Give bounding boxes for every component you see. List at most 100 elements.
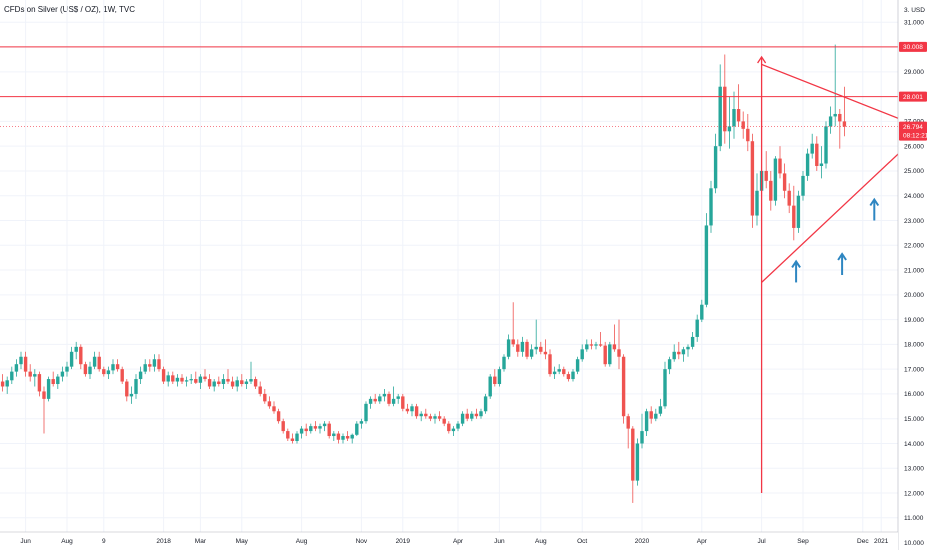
candle-body: [207, 379, 212, 387]
candle-body: [138, 371, 143, 380]
candle-body: [603, 345, 607, 365]
candle-body: [249, 379, 253, 382]
candle-body: [272, 406, 276, 412]
candle-body: [97, 356, 101, 370]
y-tick-label: 26.000: [904, 143, 924, 150]
candle-body: [336, 433, 341, 440]
y-tick-label: 14.000: [904, 441, 924, 448]
candle-body: [516, 344, 520, 352]
y-tick-label: 25.000: [904, 168, 924, 175]
candle-body: [833, 113, 837, 117]
candle-body: [442, 418, 446, 424]
candle-body: [562, 369, 566, 375]
x-tick-label: Nov: [356, 538, 368, 545]
level-badge-label: 28.001: [903, 94, 923, 101]
candle-body: [644, 411, 649, 432]
candle-body: [79, 346, 83, 365]
candle-body: [460, 413, 465, 424]
y-tick-label: 22.000: [904, 243, 924, 250]
candle-body: [631, 428, 635, 481]
candle-body: [290, 438, 295, 441]
candle-body: [23, 356, 28, 372]
candle-body: [608, 344, 612, 365]
candle-body: [769, 180, 773, 201]
candle-body: [309, 426, 313, 432]
candle-body: [341, 436, 345, 440]
candle-body: [805, 153, 810, 176]
candle-body: [548, 354, 552, 375]
candle-body: [299, 428, 304, 434]
candle-body: [819, 163, 824, 166]
candle-body: [322, 423, 327, 427]
candle-body: [437, 416, 442, 419]
chart-title: CFDs on Silver (US$ / OZ), 1W, TVC: [4, 5, 135, 14]
candle-body: [396, 396, 400, 399]
candle-body: [368, 398, 373, 404]
x-tick-label: Jun: [494, 538, 505, 545]
candle-body: [746, 128, 750, 142]
time-axis-bg[interactable]: [0, 532, 898, 550]
candle-body: [175, 377, 180, 382]
x-tick-label: Sep: [797, 538, 809, 545]
candle-body: [313, 426, 318, 429]
candle-body: [525, 341, 529, 357]
candle-body: [571, 371, 575, 380]
x-tick-label: Jul: [757, 538, 766, 545]
candle-body: [203, 376, 207, 380]
candle-body: [419, 413, 423, 417]
y-tick-label: 17.000: [904, 366, 924, 373]
candle-body: [773, 158, 778, 201]
candle-body: [543, 351, 548, 355]
candle-body: [842, 121, 847, 127]
candle-body: [552, 371, 557, 375]
candle-body: [74, 346, 78, 352]
candle-body: [838, 113, 842, 122]
candle-body: [28, 371, 32, 377]
vertical-arrow-head: [757, 55, 767, 64]
candle-body: [741, 121, 745, 129]
up-arrow-head: [869, 197, 880, 207]
candle-body: [194, 379, 198, 383]
candle-body: [511, 339, 515, 345]
candle-body: [810, 143, 814, 154]
candle-body: [276, 411, 281, 422]
candle-body: [143, 364, 147, 372]
candle-body: [373, 398, 377, 402]
y-tick-label: 18.000: [904, 342, 924, 349]
candle-body: [378, 396, 382, 402]
candle-body: [120, 369, 124, 382]
candle-body: [483, 396, 488, 412]
candle-body: [152, 359, 157, 367]
candle-body: [92, 356, 97, 367]
candle-body: [327, 423, 331, 437]
candle-body: [391, 398, 396, 404]
candle-body: [787, 190, 791, 206]
candle-body: [166, 375, 170, 382]
candle-body: [350, 434, 354, 439]
candle-body: [649, 411, 653, 419]
candle-body: [709, 188, 713, 226]
candle-body: [217, 381, 221, 385]
candle-body: [598, 344, 603, 346]
candle-body: [433, 416, 437, 419]
candle-body: [580, 349, 584, 360]
candle-body: [286, 431, 290, 439]
y-tick-label: 31.000: [904, 20, 924, 27]
candle-body: [736, 109, 741, 122]
candle-body: [382, 393, 387, 397]
candle-body: [456, 423, 460, 429]
y-tick-label: 11.000: [904, 515, 924, 522]
candle-body: [782, 173, 787, 191]
currency-label: 3. USD: [904, 7, 925, 14]
candle-body: [0, 381, 5, 387]
candle-body: [713, 146, 718, 189]
x-tick-label: May: [236, 538, 249, 545]
candle-body: [663, 369, 667, 407]
candle-body: [506, 339, 511, 357]
x-tick-label: Dec: [857, 538, 869, 545]
candle-body: [56, 376, 60, 385]
candle-body: [686, 346, 690, 350]
x-tick-label: Aug: [535, 538, 547, 545]
